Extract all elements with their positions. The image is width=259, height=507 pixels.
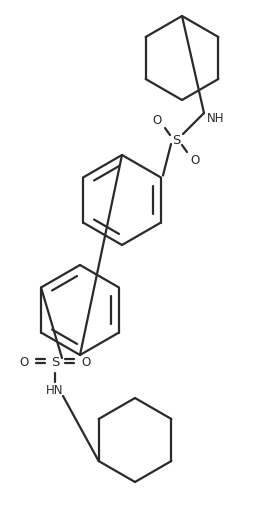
- Text: S: S: [172, 133, 180, 147]
- Text: O: O: [190, 154, 200, 166]
- Text: HN: HN: [46, 383, 64, 396]
- Text: O: O: [81, 356, 91, 370]
- Text: O: O: [19, 356, 29, 370]
- Text: NH: NH: [207, 112, 225, 125]
- Text: S: S: [51, 356, 59, 370]
- Text: O: O: [152, 114, 162, 127]
